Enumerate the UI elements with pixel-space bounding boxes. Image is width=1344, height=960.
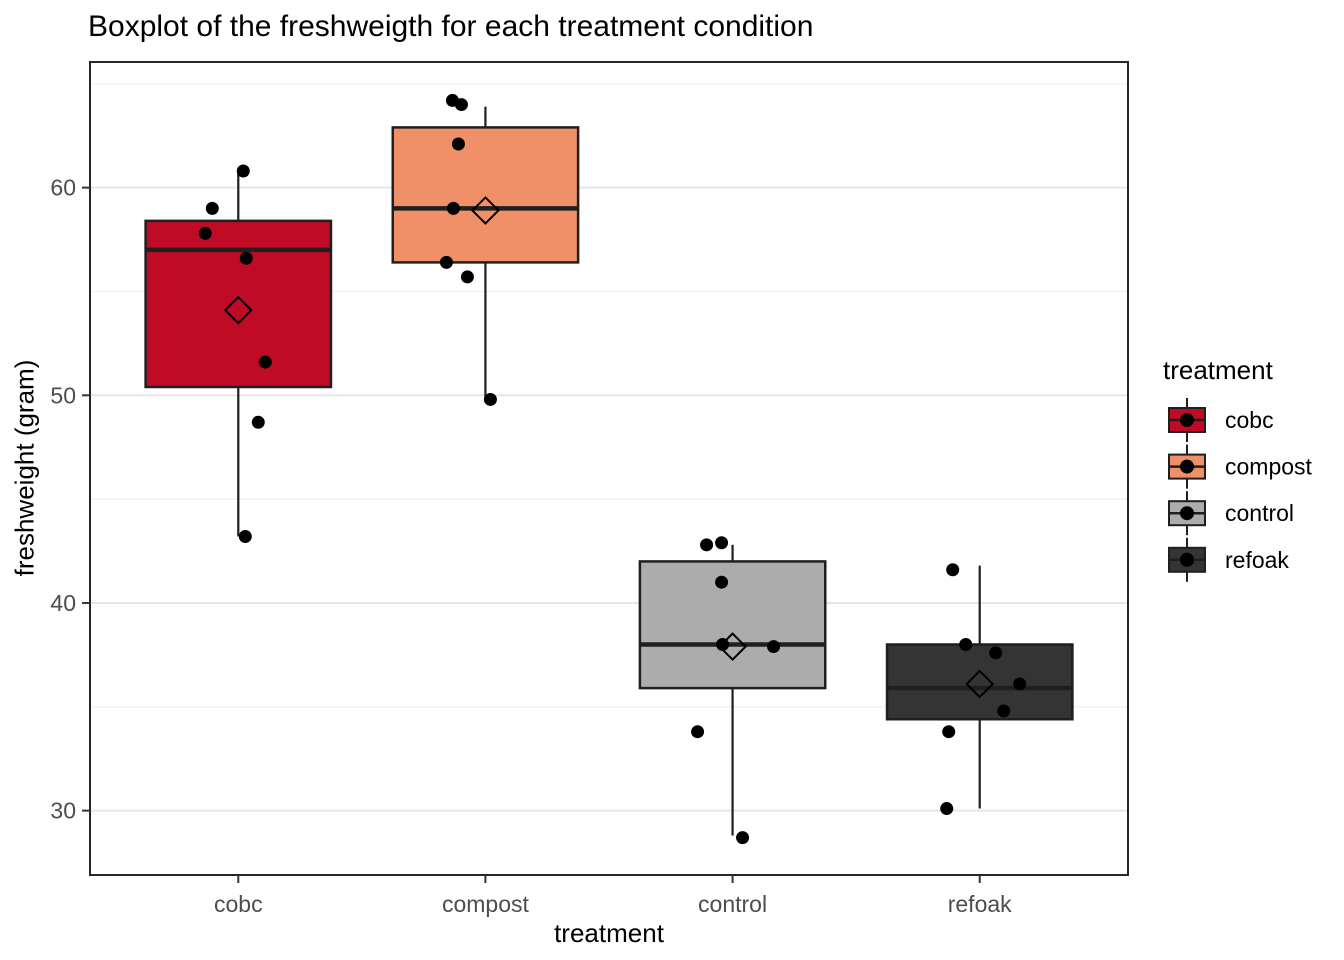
x-tick-label: control (698, 891, 767, 917)
data-point (940, 802, 954, 816)
legend-key-label: control (1225, 500, 1294, 526)
legend-key-point (1180, 506, 1194, 521)
x-tick-label: cobc (214, 891, 263, 917)
y-tick-label: 50 (50, 382, 76, 408)
data-point (997, 704, 1011, 718)
data-point (946, 563, 960, 577)
panel-border (89, 61, 1129, 876)
legend-title: treatment (1163, 355, 1273, 385)
box-iqr (885, 643, 1074, 721)
box-iqr (638, 560, 827, 690)
data-point (460, 270, 474, 284)
chart-title: Boxplot of the freshweigth for each trea… (88, 10, 814, 43)
legend-key-compost: compost (1168, 444, 1313, 489)
data-point (959, 637, 973, 651)
data-point (239, 251, 253, 265)
data-point (736, 831, 750, 845)
data-point (251, 415, 265, 429)
y-axis-title: freshweight (gram) (9, 359, 40, 577)
mean-diamond (718, 632, 747, 661)
data-point (258, 355, 272, 369)
legend-key-point (1180, 552, 1194, 567)
legend-key-label: refoak (1225, 547, 1289, 573)
legend-key-refoak: refoak (1168, 537, 1289, 582)
data-point (198, 226, 212, 240)
data-point (205, 201, 219, 215)
data-point (767, 640, 781, 654)
panel-background (90, 62, 1128, 875)
x-axis-title: treatment (554, 918, 664, 948)
data-point (715, 575, 729, 589)
mean-diamond (965, 669, 995, 699)
legend-key-point (1180, 413, 1194, 427)
data-point (700, 538, 714, 552)
data-point (454, 98, 468, 112)
data-point (483, 392, 497, 406)
data-point (236, 164, 250, 178)
y-tick-label: 60 (50, 175, 76, 201)
boxplot-control (638, 536, 827, 845)
y-tick-label: 40 (50, 590, 76, 616)
data-point (451, 137, 465, 151)
legend-key-point (1180, 459, 1194, 474)
data-point (989, 646, 1003, 660)
x-tick-label: compost (442, 891, 530, 917)
boxplot-refoak (885, 563, 1074, 816)
data-point (715, 536, 729, 550)
data-point (1013, 677, 1027, 691)
boxplot-compost (391, 93, 580, 406)
data-point (942, 725, 956, 739)
mean-diamond (471, 196, 500, 225)
legend-key-control: control (1168, 491, 1294, 536)
data-point (238, 530, 252, 544)
legend-key-label: compost (1225, 454, 1313, 480)
box-iqr (144, 219, 333, 389)
legend-key-cobc: cobc (1168, 398, 1274, 442)
y-tick-label: 30 (50, 798, 76, 824)
legend-key-label: cobc (1225, 407, 1274, 433)
data-point (439, 255, 453, 269)
mean-diamond (223, 295, 253, 325)
boxplot-cobc (144, 164, 333, 544)
data-point (691, 725, 705, 739)
x-tick-label: refoak (948, 891, 1012, 917)
data-point (446, 201, 460, 215)
box-iqr (391, 126, 580, 264)
